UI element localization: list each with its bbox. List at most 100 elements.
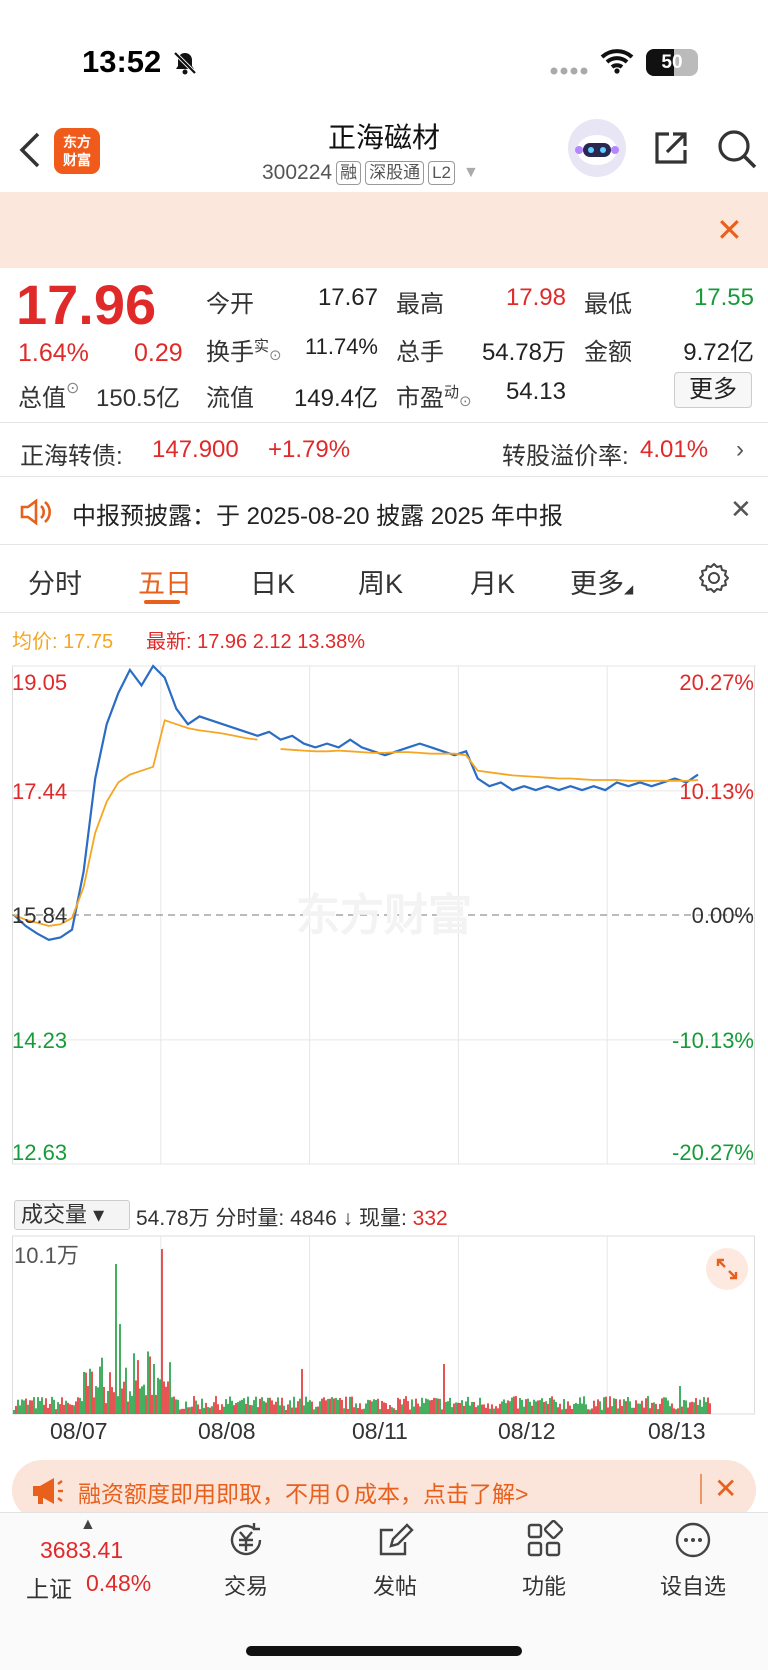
- nav-trade[interactable]: 交易: [196, 1520, 296, 1601]
- volume-info: 54.78万 分时量: 4846 ↓ 现量: 332: [136, 1202, 448, 1232]
- nav-post-label: 发帖: [372, 1574, 417, 1599]
- chevron-right-icon[interactable]: ›: [736, 436, 744, 463]
- volume-max-label: 10.1万: [14, 1243, 79, 1268]
- top-banner[interactable]: [0, 192, 768, 268]
- y-left-tick: 19.05: [12, 670, 67, 695]
- float-value: 149.4亿: [293, 385, 378, 412]
- battery-icon: 50: [646, 49, 698, 76]
- tab-more[interactable]: 更多◢: [570, 569, 634, 599]
- index-value[interactable]: 3683.41: [40, 1537, 124, 1563]
- active-tab-indicator: [144, 600, 180, 604]
- nav-functions-label: 功能: [521, 1574, 566, 1599]
- edit-icon: [379, 1523, 414, 1556]
- y-right-tick: -10.13%: [672, 1028, 754, 1053]
- back-icon[interactable]: [16, 130, 44, 170]
- y-right-tick: -20.27%: [672, 1140, 754, 1165]
- turnover-label: 换手实⊙: [206, 338, 282, 366]
- bond-pct: +1.79%: [268, 436, 351, 463]
- premium-label: 转股溢价率:: [502, 443, 629, 470]
- tab-five-day[interactable]: 五日: [138, 569, 192, 599]
- caret-icon: ◢: [624, 582, 634, 596]
- x-label-0811: 08/11: [352, 1418, 408, 1444]
- series-avg-line: [13, 719, 699, 927]
- low-label: 最低: [584, 291, 632, 318]
- nav-add-watchlist[interactable]: 设自选: [643, 1520, 743, 1601]
- nav-trade-label: 交易: [223, 1574, 268, 1599]
- index-pct[interactable]: 0.48%: [86, 1570, 152, 1596]
- volume-chart[interactable]: [12, 1234, 756, 1418]
- tab-daily-k[interactable]: 日K: [250, 569, 296, 599]
- megaphone-icon: [33, 1478, 63, 1504]
- tab-monthly-k[interactable]: 月K: [470, 569, 516, 599]
- stock-code: 300224: [262, 161, 333, 184]
- app-logo[interactable]: 东方 财富: [54, 128, 100, 174]
- tag-margin: 融: [336, 161, 362, 185]
- turnover-value: 11.74%: [305, 334, 378, 359]
- robot-assistant-icon[interactable]: [568, 119, 626, 177]
- promo-banner[interactable]: [12, 1460, 756, 1520]
- volume-now-value: 332: [412, 1207, 448, 1230]
- watermark-text: 东方财富: [296, 891, 472, 940]
- signal-icon: [550, 67, 588, 75]
- volume-per: 分时量: 4846: [215, 1207, 337, 1230]
- open-value: 17.67: [317, 284, 378, 311]
- promo-divider: [700, 1474, 702, 1504]
- stock-name: 正海磁材: [327, 122, 440, 153]
- bell-muted-icon: [173, 51, 197, 75]
- total-value: 150.5亿: [96, 385, 181, 412]
- gear-icon[interactable]: [697, 561, 731, 595]
- search-icon[interactable]: [716, 128, 758, 170]
- premium-value: 4.01%: [640, 436, 709, 463]
- high-value: 17.98: [505, 284, 566, 311]
- volume-indicator-select[interactable]: 成交量 ▾: [14, 1200, 130, 1230]
- more-quote-button[interactable]: 更多: [674, 372, 752, 408]
- tab-intraday[interactable]: 分时: [28, 569, 82, 599]
- y-left-tick: 17.44: [12, 779, 67, 804]
- banner-close-icon[interactable]: ✕: [716, 212, 743, 248]
- caret-down-icon: ▼: [463, 164, 479, 181]
- y-left-tick: 15.84: [12, 903, 67, 928]
- y-left-tick: 14.23: [12, 1028, 67, 1053]
- nav-functions[interactable]: 功能: [494, 1519, 594, 1601]
- low-value: 17.55: [693, 284, 754, 311]
- pe-value: 54.13: [505, 378, 566, 405]
- promo-text[interactable]: 融资额度即用即取，不用０成本，点击了解>: [78, 1481, 529, 1507]
- change-percent: 1.64%: [18, 339, 89, 367]
- y-right-tick: 10.13%: [679, 779, 754, 804]
- series-price-line: [13, 664, 699, 941]
- amount-label: 金额: [584, 339, 632, 366]
- arrow-down-icon: ↓: [342, 1207, 354, 1230]
- x-label-0812: 08/12: [498, 1418, 556, 1444]
- yuan-exchange-icon: [230, 1523, 262, 1556]
- more-icon: [675, 1522, 711, 1558]
- tab-weekly-k[interactable]: 周K: [358, 569, 404, 599]
- amount-value: 9.72亿: [683, 339, 754, 366]
- expand-icon[interactable]: [706, 1248, 748, 1290]
- notice-close-icon[interactable]: ✕: [730, 494, 752, 524]
- y-right-tick: 0.00%: [692, 903, 754, 928]
- x-label-0813: 08/13: [648, 1418, 706, 1444]
- volume-total: 54.78万: [136, 1207, 210, 1230]
- price-chart[interactable]: 东方财富 19.05 20.27% 17.44 10.13% 15.84 0.00% 14.2…: [12, 660, 756, 1194]
- y-left-tick: 12.63: [12, 1140, 67, 1165]
- share-icon[interactable]: [651, 128, 691, 168]
- bond-label[interactable]: 正海转债:: [20, 443, 123, 470]
- total-value-label: 总值⊙: [18, 380, 80, 412]
- index-name[interactable]: 上证: [26, 1576, 72, 1602]
- nav-post[interactable]: 发帖: [345, 1520, 445, 1601]
- promo-close-icon[interactable]: ✕: [714, 1473, 738, 1504]
- pe-label: 市盈动⊙: [396, 384, 472, 412]
- tag-connect: 深股通: [365, 161, 425, 185]
- bond-price: 147.900: [152, 436, 239, 463]
- x-label-0807: 08/07: [50, 1418, 108, 1444]
- nav-add-watchlist-label: 设自选: [659, 1574, 726, 1599]
- tag-level2: L2: [428, 161, 455, 185]
- home-indicator: [246, 1646, 522, 1656]
- stock-subtitle[interactable]: 300224 融 深股通 L2 ▼: [262, 158, 479, 188]
- caret-up-icon: ▲: [80, 1516, 96, 1533]
- open-label: 今开: [206, 291, 254, 318]
- wifi-icon: [600, 49, 634, 74]
- info-icon[interactable]: ⊙: [66, 380, 80, 397]
- y-right-tick: 20.27%: [679, 670, 754, 695]
- notice-text[interactable]: 中报预披露：于 2025-08-20 披露 2025 年中报: [72, 503, 563, 530]
